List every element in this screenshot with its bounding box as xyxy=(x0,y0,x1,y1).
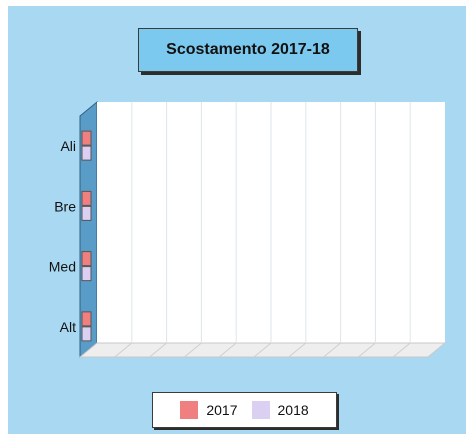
legend-label-2017: 2017 xyxy=(206,402,238,418)
floor-gridline xyxy=(114,342,133,358)
bar-2017-Med xyxy=(81,251,92,267)
legend-label-2018: 2018 xyxy=(277,402,309,418)
category-label: Med xyxy=(49,259,76,275)
floor-gridline xyxy=(288,342,307,358)
legend-entry-2018: 2018 xyxy=(251,401,309,419)
chart-title: Scostamento 2017-18 xyxy=(138,28,358,72)
category-label: Ali xyxy=(60,138,76,154)
bar-2017-Bre xyxy=(81,190,92,206)
legend: 2017 2018 xyxy=(152,392,337,428)
bar-2018-Med xyxy=(81,266,92,282)
floor-gridline xyxy=(149,342,167,358)
bar-2017-Alt xyxy=(81,311,92,327)
bar-2018-Ali xyxy=(81,145,92,161)
floor-gridline xyxy=(323,342,341,358)
category-label: Alt xyxy=(60,319,76,335)
bar-2017-Ali xyxy=(81,130,92,146)
floor-gridline xyxy=(392,342,411,358)
floor-gridline xyxy=(184,342,202,358)
floor-gridline xyxy=(218,342,237,358)
bar-2018-Alt xyxy=(81,326,92,342)
floor-gridline xyxy=(253,342,272,358)
category-label: Bre xyxy=(54,198,76,214)
legend-entry-2017: 2017 xyxy=(180,401,238,419)
legend-swatch-2017 xyxy=(180,401,199,419)
floor-gridline xyxy=(358,342,376,358)
legend-swatch-2018 xyxy=(251,401,270,419)
bar-2018-Bre xyxy=(81,205,92,221)
